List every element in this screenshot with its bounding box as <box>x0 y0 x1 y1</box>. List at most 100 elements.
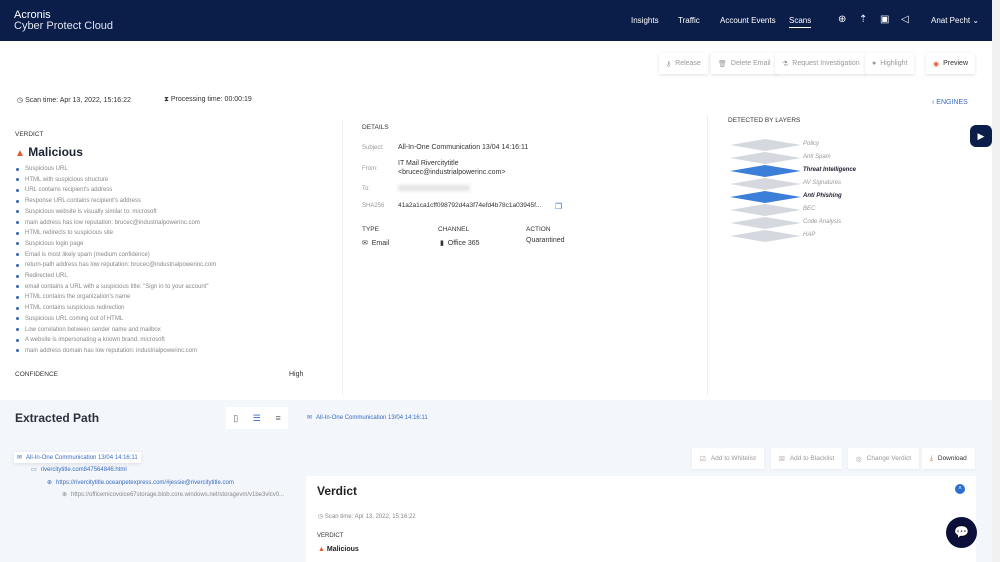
highlight-icon: ● <box>872 60 877 67</box>
verdict-reason: Suspicious login page <box>16 241 83 247</box>
panel-scan-time: ◷ Scan time: Apr 13, 2022, 15:16:22 <box>318 514 416 520</box>
verdict-reason: HTML contains suspicious redirection <box>16 305 125 311</box>
layer-label: Anti Phishing <box>803 193 842 199</box>
collapse-icon[interactable]: ˄ <box>955 484 965 494</box>
add-to-whitelist-button[interactable]: ☑ Add to Whitelist <box>692 448 764 469</box>
layer-diamond <box>730 191 801 203</box>
verdict-panel <box>306 476 976 562</box>
subject-key: Subject: <box>362 145 384 151</box>
tree-node-text: https://officemicovoice67storage.blob.co… <box>71 491 285 498</box>
bullet <box>16 317 19 321</box>
panel-verdict-text: Malicious <box>326 546 359 553</box>
processing-time: ⧗ Processing time: 00:00:19 <box>164 96 252 103</box>
view-toggle: ▯ ☰ ≡ <box>226 407 288 429</box>
bullet <box>16 338 19 342</box>
reason-text: Email is most likely spam (medium confid… <box>25 251 150 258</box>
confidence-value: High <box>289 371 304 378</box>
delete-email-button[interactable]: 🗑 Delete Email <box>711 53 778 74</box>
scan-time-text: Scan time: Apr 13, 2022, 15:16:22 <box>25 97 131 104</box>
html-file-icon: ▭ <box>31 467 37 473</box>
reason-text: Suspicious URL <box>25 166 68 172</box>
email-icon: ✉ <box>17 455 23 461</box>
reason-text: main address domain has low reputation: … <box>25 347 198 354</box>
bullet <box>16 221 19 224</box>
reason-text: Suspicious login page <box>25 240 84 247</box>
layer-diamond <box>730 139 801 151</box>
whitelist-label: Add to Whitelist <box>710 455 756 462</box>
eye-icon: ◉ <box>933 60 940 68</box>
verdict-reason: main address has low reputation: brucec@… <box>16 220 200 226</box>
layer-diamond <box>730 204 801 216</box>
bullet <box>16 328 19 331</box>
panel-verdict-label: VERDICT <box>317 533 344 539</box>
copy-icon[interactable]: ❐ <box>555 202 563 211</box>
verdict-reason: Low correlation between sender name and … <box>16 327 161 333</box>
engines-button[interactable]: ‹ ENGINES <box>932 99 968 106</box>
bullet <box>16 167 19 171</box>
bullet <box>16 285 19 289</box>
processing-time-text: Processing time: 00:00:19 <box>170 96 252 103</box>
reason-text: HTML redirects to suspicious site <box>25 230 114 237</box>
tree-node-email[interactable]: ✉ All-In-One Communication 13/04 14:16:11 <box>14 452 141 463</box>
verdict-reason: email contains a URL with a suspicious t… <box>16 284 208 290</box>
verdict-reason: main address domain has low reputation: … <box>16 348 197 354</box>
trash-icon: 🗑 <box>718 60 727 68</box>
bullet <box>16 242 19 246</box>
add-to-blacklist-button[interactable]: ☒ Add to Blacklist <box>771 448 843 469</box>
split-view-icon[interactable]: ☰ <box>252 412 261 423</box>
reason-text: A website is impersonating a known brand… <box>25 337 165 344</box>
verdict-reason: HTML contains the organization's name <box>16 294 130 300</box>
download-button[interactable]: ⤓ Download <box>922 448 975 469</box>
list-view-icon[interactable]: ≡ <box>275 413 281 423</box>
type-value: ✉ Email <box>362 239 389 247</box>
upload-icon[interactable]: ⇡ <box>859 14 868 25</box>
tree-node-text: https://rivercitytitle.oceanpetexpress.c… <box>56 479 234 486</box>
layers-label: DETECTED BY LAYERS <box>728 117 801 124</box>
highlight-button[interactable]: ● Highlight <box>865 53 915 74</box>
verdict-reason: Suspicious URL coming out of HTML <box>16 316 123 322</box>
nav-scans[interactable]: Scans <box>789 16 812 28</box>
release-label: Release <box>675 60 701 67</box>
tree-node-url[interactable]: ⊕ https://officemicovoice67storage.blob.c… <box>62 491 285 499</box>
reason-text: Response URL contains recipient's addres… <box>25 198 141 205</box>
add-icon[interactable]: ⊕ <box>838 14 847 25</box>
play-widget-icon[interactable]: ▶ <box>970 125 992 147</box>
download-label: Download <box>937 455 967 462</box>
chat-icon[interactable]: 💬 <box>946 517 977 548</box>
layer-label: Threat Intelligence <box>803 167 857 173</box>
confidence-label: CONFIDENCE <box>15 371 58 378</box>
bullet <box>16 274 19 278</box>
blacklist-label: Add to Blacklist <box>789 455 835 462</box>
reason-text: return-path address has low reputation: … <box>25 262 217 269</box>
release-button[interactable]: ⚷ Release <box>659 53 708 74</box>
nav-account-events[interactable]: Account Events <box>720 16 776 25</box>
tree-node-html[interactable]: ▭ rivercitytitle.com847564846.html <box>31 466 127 474</box>
reason-text: HTML contains suspicious redirection <box>25 305 125 312</box>
delete-label: Delete Email <box>730 60 771 67</box>
nav-insights[interactable]: Insights <box>631 16 659 25</box>
highlight-label: Highlight <box>880 60 908 67</box>
scrollbar[interactable] <box>992 0 1000 562</box>
extracted-path-title: Extracted Path <box>15 411 100 425</box>
top-header: Acronis Cyber Protect Cloud Insights Tra… <box>0 0 992 41</box>
user-menu[interactable]: Anat Pecht ⌄ <box>931 16 980 25</box>
flask-icon: ⚗ <box>782 60 789 68</box>
file-view-icon[interactable]: ▯ <box>233 412 239 423</box>
scan-time: ◷ Scan time: Apr 13, 2022, 15:16:22 <box>17 97 131 104</box>
brand-name: Acronis <box>14 9 51 21</box>
bullet <box>16 178 19 182</box>
preview-button[interactable]: ◉ Preview <box>926 53 976 74</box>
bullet <box>16 231 19 235</box>
tree-node-text: rivercitytitle.com847564846.html <box>40 466 127 473</box>
nav-traffic[interactable]: Traffic <box>678 16 700 25</box>
request-investigation-button[interactable]: ⚗ Request Investigation <box>775 53 867 74</box>
channel-text: Office 365 <box>447 240 480 247</box>
message-icon[interactable]: ▣ <box>880 14 890 25</box>
from-name: IT Mail Rivercitytitle <box>398 160 459 167</box>
announce-icon[interactable]: ◁ <box>901 14 909 25</box>
layer-label: Code Analysis <box>803 219 842 225</box>
verdict-reason: Redirected URL <box>16 273 68 279</box>
user-name: Anat Pecht <box>931 16 971 25</box>
tree-node-url[interactable]: ⊕ https://rivercitytitle.oceanpetexpress.… <box>47 479 234 487</box>
change-verdict-button[interactable]: ◎ Change Verdict <box>848 448 920 469</box>
